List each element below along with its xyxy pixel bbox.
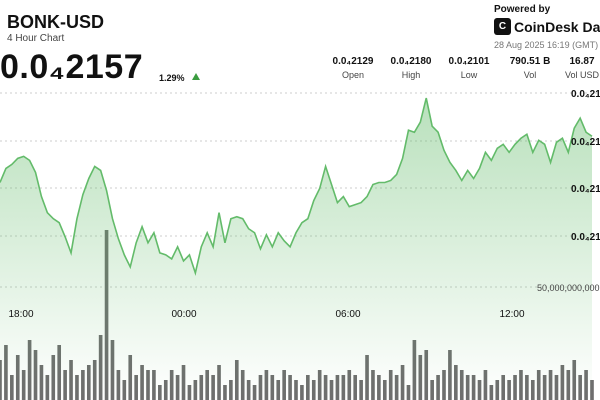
stat-value: 0.0₄2180 xyxy=(390,56,432,67)
x-tick-label: 18:00 xyxy=(8,309,33,320)
brand-logo[interactable]: C CoinDesk Data xyxy=(494,18,600,35)
stat-label: Low xyxy=(460,70,478,80)
x-tick-label: 00:00 xyxy=(171,309,196,320)
price-line xyxy=(0,97,593,276)
axis-labels: 18:00 00:00 06:00 12:00 0.0₄21 0.0₄21 0.0₄21 0.… xyxy=(8,89,600,320)
stat-vol-usd: 16.87 Vol USD xyxy=(552,56,600,80)
volume-tick-label: 50,000,000,000 xyxy=(537,283,600,293)
y-tick-label: 0.0₄21 xyxy=(571,137,600,148)
stat-value: 790.51 B xyxy=(509,56,551,67)
chart-title: BONK-USD xyxy=(7,12,104,32)
stat-label: High xyxy=(401,70,421,80)
up-arrow-icon xyxy=(192,73,200,80)
x-tick-label: 12:00 xyxy=(499,309,524,320)
powered-by-label: Powered by xyxy=(494,4,551,15)
stat-label: Open xyxy=(341,70,365,80)
price-change: 1.29% xyxy=(159,73,185,83)
stat-value: 0.0₄2129 xyxy=(332,56,374,67)
stat-vol: 790.51 B Vol xyxy=(500,56,560,80)
y-tick-label: 0.0₄21 xyxy=(571,232,600,243)
stat-low: 0.0₄2101 Low xyxy=(439,56,499,80)
stat-high: 0.0₄2180 High xyxy=(381,56,441,80)
current-price: 0.0₄2157 xyxy=(0,48,144,86)
brand-name: CoinDesk Data xyxy=(514,18,600,35)
x-tick-label: 06:00 xyxy=(335,309,360,320)
stat-label: Vol USD xyxy=(564,70,599,80)
chart-subtitle: 4 Hour Chart xyxy=(7,33,65,44)
stat-label: Vol xyxy=(523,70,537,80)
stat-value: 0.0₄2101 xyxy=(448,56,490,67)
price-area xyxy=(0,98,592,400)
coindesk-logo-icon: C xyxy=(494,18,511,35)
y-tick-label: 0.0₄21 xyxy=(571,184,600,195)
stat-open: 0.0₄2129 Open xyxy=(323,56,383,80)
timestamp: 28 Aug 2025 16:19 (GMT) xyxy=(494,40,599,50)
y-tick-label: 0.0₄21 xyxy=(571,89,600,100)
stat-value: 16.87 xyxy=(569,56,595,67)
